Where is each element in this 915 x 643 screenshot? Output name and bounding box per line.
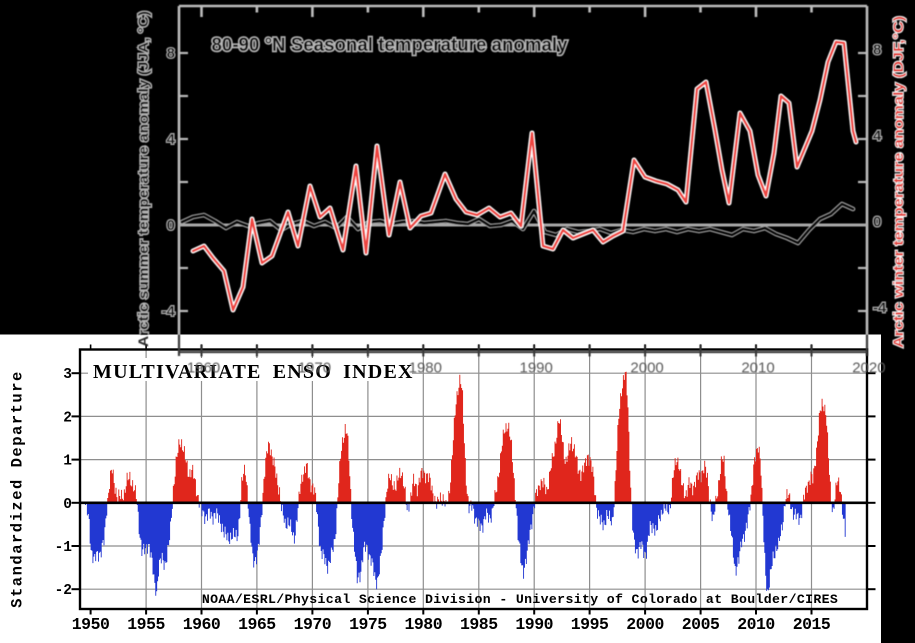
svg-text:1975: 1975 [349, 615, 387, 634]
svg-text:1: 1 [63, 454, 72, 470]
svg-text:1965: 1965 [238, 615, 276, 634]
svg-text:Arctic summer temperature anom: Arctic summer temperature anomaly (JJA, … [135, 11, 151, 347]
svg-text:1960: 1960 [183, 615, 221, 634]
svg-text:Standardized Departure: Standardized Departure [9, 370, 27, 608]
svg-text:Arctic winter temperature anom: Arctic winter temperature anomaly (DJF,°… [890, 16, 906, 348]
svg-text:1985: 1985 [460, 615, 498, 634]
svg-text:2010: 2010 [741, 360, 774, 377]
svg-text:2010: 2010 [737, 615, 775, 634]
svg-text:8: 8 [167, 45, 175, 62]
svg-text:2020: 2020 [852, 360, 885, 377]
svg-text:1950: 1950 [72, 615, 110, 634]
svg-text:Arctic summer temperature anom: Arctic summer temperature anomaly (JJA, … [135, 11, 151, 347]
svg-text:1990: 1990 [515, 615, 553, 634]
svg-text:3: 3 [63, 367, 72, 383]
svg-text:80-90 °N Seasonal temperature: 80-90 °N Seasonal temperature anomaly [212, 35, 568, 56]
svg-text:MULTIVARIATE ENSO INDEX: MULTIVARIATE ENSO INDEX [93, 361, 414, 383]
svg-text:-2: -2 [55, 583, 72, 599]
svg-text:0: 0 [63, 497, 72, 513]
svg-text:-4: -4 [162, 303, 176, 320]
svg-text:1990: 1990 [520, 360, 553, 377]
svg-text:1980: 1980 [409, 360, 442, 377]
svg-text:1955: 1955 [127, 615, 165, 634]
svg-text:2000: 2000 [630, 360, 663, 377]
svg-text:1995: 1995 [571, 615, 609, 634]
svg-text:1970: 1970 [298, 360, 331, 377]
svg-text:-1: -1 [55, 540, 73, 556]
svg-text:0: 0 [873, 214, 881, 231]
svg-text:2000: 2000 [626, 615, 664, 634]
svg-text:1970: 1970 [294, 615, 332, 634]
svg-text:1960: 1960 [187, 360, 220, 377]
svg-text:2: 2 [63, 410, 72, 426]
svg-text:NOAA/ESRL/Physical Science Div: NOAA/ESRL/Physical Science Division - Un… [202, 592, 838, 607]
svg-text:2015: 2015 [793, 615, 831, 634]
svg-text:2005: 2005 [682, 615, 720, 634]
svg-text:0: 0 [167, 217, 175, 234]
svg-text:1980: 1980 [404, 615, 442, 634]
svg-text:4: 4 [167, 131, 176, 148]
svg-text:-4: -4 [873, 300, 887, 317]
svg-text:4: 4 [873, 128, 882, 145]
svg-text:8: 8 [873, 42, 881, 59]
